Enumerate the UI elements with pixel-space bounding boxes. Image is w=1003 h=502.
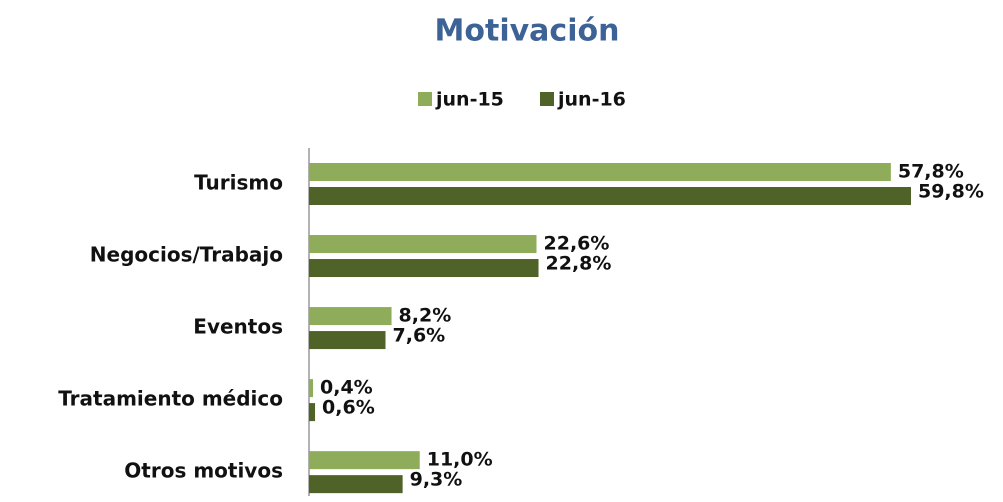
value-label: 9,3% [410, 469, 463, 491]
value-label: 0,6% [322, 397, 375, 419]
category-label: Otros motivos [124, 459, 283, 483]
bar [309, 331, 386, 350]
chart-title: Motivación [435, 14, 620, 49]
value-label: 11,0% [427, 449, 493, 471]
bar [309, 475, 403, 494]
value-label: 57,8% [898, 161, 964, 183]
value-label: 0,4% [320, 377, 373, 399]
category-label: Eventos [193, 315, 283, 339]
bar [309, 187, 911, 205]
bar [309, 403, 316, 422]
legend-label: jun-15 [435, 89, 504, 111]
bar [309, 163, 891, 181]
bar [309, 307, 392, 326]
value-label: 22,6% [544, 233, 610, 255]
value-label: 8,2% [399, 305, 452, 327]
value-label: 59,8% [918, 181, 984, 203]
legend-swatch [540, 92, 554, 106]
bar [309, 259, 539, 278]
category-label: Negocios/Trabajo [90, 243, 283, 267]
value-label: 7,6% [393, 325, 446, 347]
bar [309, 379, 314, 398]
legend-label: jun-16 [557, 89, 626, 111]
bar [309, 235, 537, 254]
category-label: Tratamiento médico [58, 387, 283, 411]
bar [309, 451, 420, 470]
value-label: 22,8% [546, 253, 612, 275]
legend-swatch [418, 92, 432, 106]
category-label: Turismo [194, 171, 283, 195]
